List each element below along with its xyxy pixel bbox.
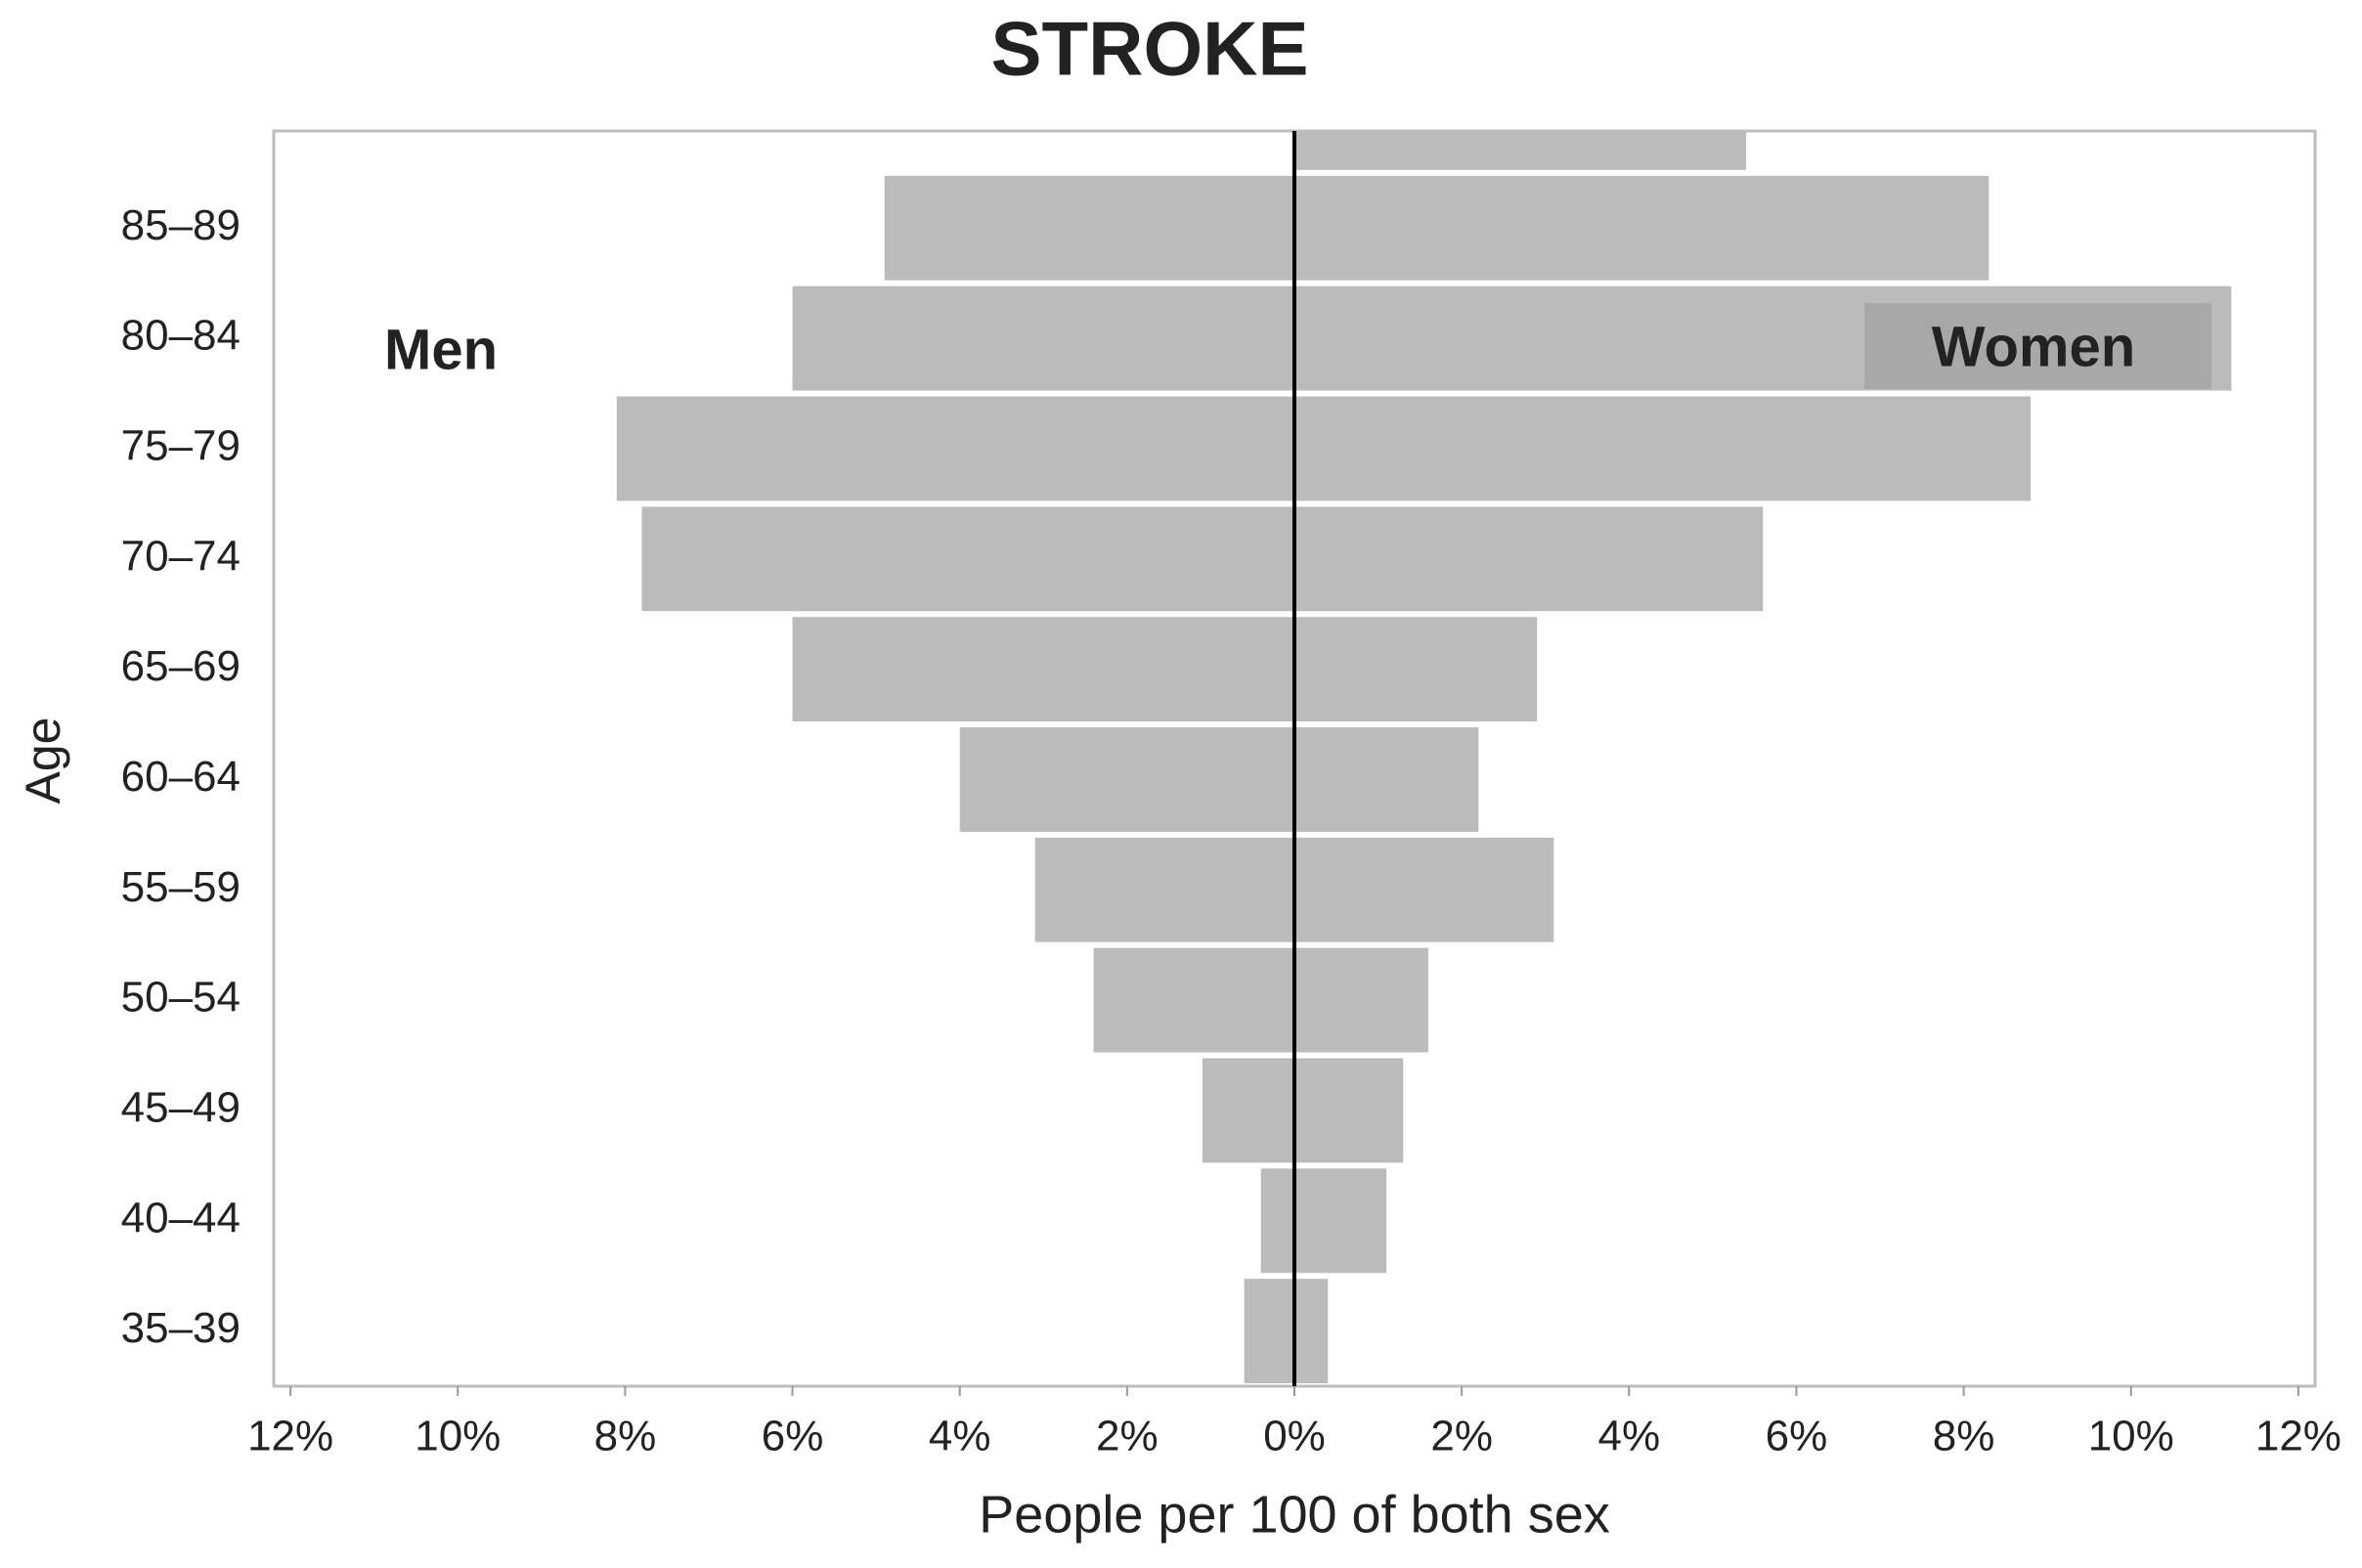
bar — [1294, 727, 1479, 832]
bar — [1294, 396, 2032, 501]
series-label: Women — [1932, 315, 2135, 378]
x-tick-label: 6% — [1766, 1413, 1828, 1460]
y-tick-label: 55–59 — [121, 863, 241, 911]
bar — [1034, 837, 1294, 942]
bar — [1294, 947, 1428, 1053]
x-tick-label: 8% — [594, 1413, 657, 1460]
y-tick-label: 80–84 — [121, 312, 241, 360]
bar — [1244, 1279, 1294, 1383]
series-label-box — [1864, 303, 2211, 389]
y-tick-label: 40–44 — [121, 1194, 241, 1241]
bar — [1093, 947, 1294, 1053]
y-tick-label: 65–69 — [121, 642, 241, 690]
series-label: Men — [384, 318, 498, 381]
x-tick-label: 0% — [1263, 1413, 1326, 1460]
x-tick-label: 8% — [1933, 1413, 1995, 1460]
y-axis-label: Age — [16, 718, 70, 805]
x-tick-label: 10% — [2088, 1413, 2174, 1460]
overlay: 12% 10% 8% 6% 4% 2% 0% 2% 4% 6% 8% 10% 12% 35–39 40–44… — [121, 131, 2341, 1460]
x-tick-label: 4% — [1597, 1413, 1660, 1460]
bar — [959, 727, 1294, 832]
y-tick-label: 60–64 — [121, 753, 241, 801]
y-tick-label: 70–74 — [121, 532, 241, 580]
y-tick-label: 85–89 — [121, 201, 241, 249]
bar — [1294, 1168, 1387, 1274]
x-tick-label: 10% — [415, 1413, 501, 1460]
bar — [641, 506, 1294, 612]
x-tick-label: 12% — [2255, 1413, 2341, 1460]
x-tick-label: 4% — [929, 1413, 991, 1460]
bar — [792, 285, 1294, 391]
bar — [1294, 1279, 1329, 1383]
bar — [1294, 617, 1538, 722]
bar — [1294, 131, 1747, 170]
bar — [616, 396, 1294, 501]
x-tick-label: 2% — [1096, 1413, 1159, 1460]
bar — [792, 617, 1294, 722]
bar — [1294, 837, 1554, 942]
bar — [1294, 175, 1990, 281]
bar — [1294, 1058, 1404, 1163]
x-tick-label: 12% — [247, 1413, 333, 1460]
x-tick-label: 6% — [762, 1413, 824, 1460]
chart-title: STROKE — [990, 6, 1308, 92]
y-tick-label: 45–49 — [121, 1084, 241, 1132]
x-tick-label: 2% — [1430, 1413, 1493, 1460]
bar — [1294, 506, 1764, 612]
y-tick-label: 35–39 — [121, 1304, 241, 1352]
bars — [616, 131, 2232, 1383]
bar — [884, 175, 1294, 281]
x-axis-label: People per 100 of both sex — [979, 1485, 1609, 1544]
bar — [1260, 1168, 1294, 1274]
y-tick-label: 75–79 — [121, 422, 241, 470]
y-tick-label: 50–54 — [121, 974, 241, 1022]
bar — [1202, 1058, 1294, 1163]
